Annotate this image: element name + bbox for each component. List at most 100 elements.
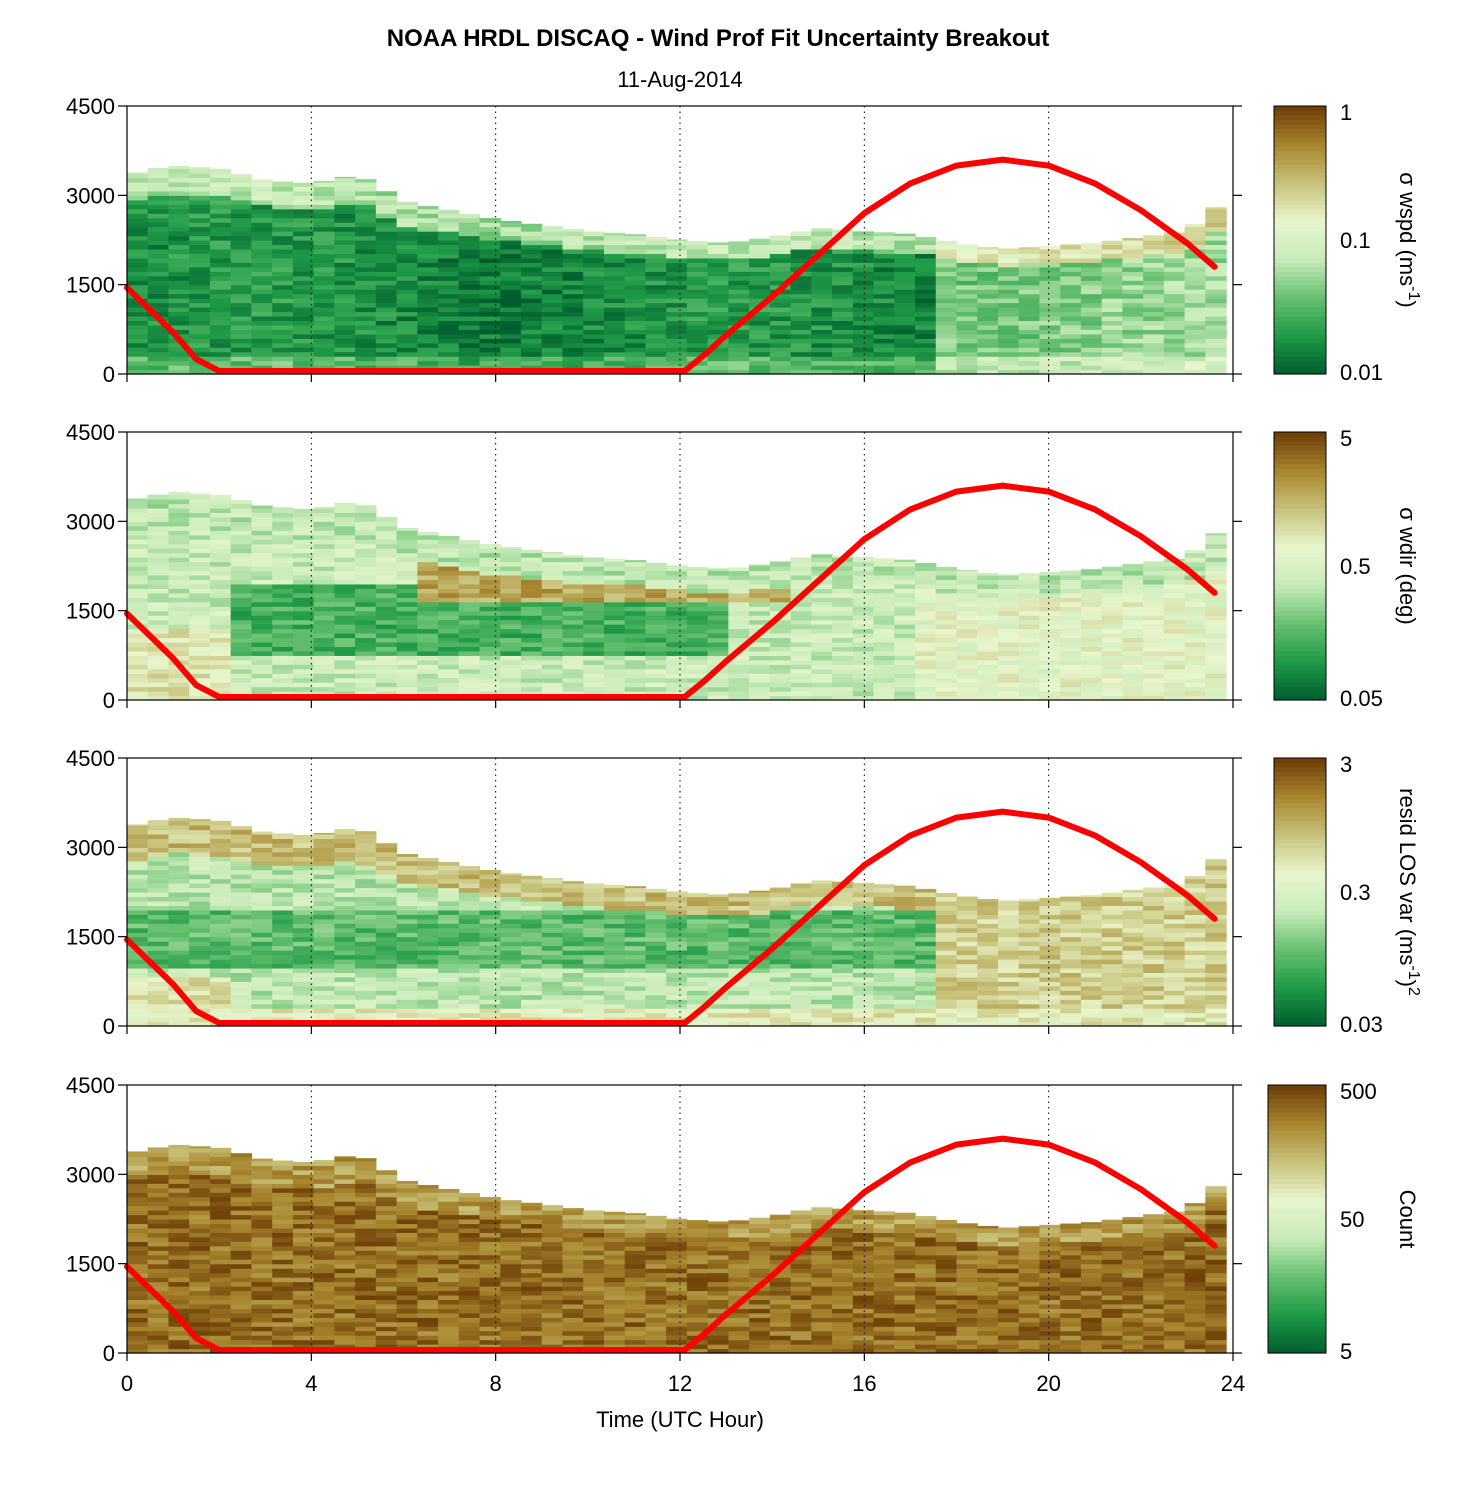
- heatmap-cell: [479, 990, 501, 996]
- heatmap-cell: [147, 686, 170, 692]
- heatmap-cell: [355, 257, 377, 263]
- heatmap-cell: [147, 869, 170, 875]
- heatmap-cell: [417, 691, 439, 697]
- heatmap-cell: [769, 561, 792, 567]
- heatmap-cell: [209, 691, 232, 697]
- heatmap-cell: [1122, 289, 1144, 295]
- heatmap-cell: [583, 945, 605, 951]
- heatmap-cell: [334, 633, 356, 639]
- heatmap-cell: [915, 562, 937, 567]
- heatmap-cell: [624, 333, 647, 339]
- colorbar-segment: [1274, 566, 1326, 572]
- heatmap-cell: [334, 284, 356, 290]
- heatmap-cell: [666, 333, 688, 339]
- heatmap-cell: [1205, 668, 1227, 674]
- heatmap-cell: [147, 168, 170, 174]
- heatmap-cell: [956, 293, 978, 299]
- heatmap-cell: [292, 213, 315, 219]
- heatmap-cell: [1122, 338, 1144, 344]
- heatmap-cell: [915, 664, 937, 670]
- heatmap-cell: [127, 503, 149, 509]
- heatmap-cell: [686, 365, 709, 371]
- heatmap-cell: [915, 606, 937, 612]
- heatmap-cell: [603, 266, 626, 272]
- heatmap-cell: [334, 315, 356, 321]
- heatmap-cell: [396, 204, 418, 210]
- heatmap-cell: [168, 539, 190, 545]
- heatmap-cell: [396, 633, 418, 639]
- heatmap-cell: [500, 873, 522, 875]
- heatmap-cell: [1163, 610, 1186, 616]
- heatmap-cell: [189, 280, 211, 286]
- heatmap-cell: [500, 985, 522, 991]
- heatmap-cell: [1205, 557, 1227, 563]
- heatmap-cell: [1163, 244, 1186, 250]
- colorbar-segment: [1274, 114, 1326, 120]
- heatmap-cell: [396, 240, 418, 246]
- heatmap-cell: [686, 597, 709, 603]
- heatmap-cell: [1143, 307, 1165, 313]
- heatmap-cell: [334, 659, 356, 665]
- heatmap-cell: [832, 655, 854, 661]
- heatmap-cell: [209, 503, 232, 509]
- heatmap-cell: [168, 967, 190, 973]
- heatmap-cell: [168, 650, 190, 656]
- heatmap-cell: [873, 324, 895, 330]
- heatmap-cell: [189, 905, 211, 911]
- heatmap-cell: [230, 619, 253, 625]
- heatmap-cell: [562, 311, 584, 317]
- heatmap-cell: [997, 574, 1020, 576]
- heatmap-cell: [1039, 677, 1061, 683]
- heatmap-cell: [624, 950, 647, 956]
- heatmap-cell: [417, 857, 439, 862]
- heatmap-cell: [127, 557, 149, 563]
- heatmap-cell: [230, 945, 253, 951]
- heatmap-cell: [209, 516, 232, 522]
- heatmap-cell: [1018, 677, 1041, 683]
- heatmap-cell: [603, 619, 626, 625]
- heatmap-cell: [1163, 248, 1186, 254]
- heatmap-cell: [832, 315, 854, 321]
- heatmap-cell: [686, 342, 709, 348]
- heatmap-cell: [852, 686, 875, 692]
- heatmap-cell: [1205, 208, 1227, 214]
- heatmap-cell: [956, 650, 978, 656]
- heatmap-cell: [1143, 583, 1165, 589]
- heatmap-cell: [603, 601, 626, 607]
- heatmap-cell: [521, 557, 543, 563]
- heatmap-cell: [603, 566, 626, 572]
- heatmap-cell: [521, 659, 543, 665]
- heatmap-cell: [127, 686, 149, 692]
- heatmap-cell: [458, 896, 481, 902]
- heatmap-cell: [624, 664, 647, 670]
- colorbar-segment: [1274, 248, 1326, 254]
- heatmap-cell: [521, 1008, 543, 1014]
- heatmap-cell: [541, 936, 564, 942]
- heatmap-cell: [686, 646, 709, 652]
- heatmap-cell: [790, 566, 812, 572]
- heatmap-cell: [479, 266, 501, 272]
- heatmap-cell: [147, 1003, 170, 1009]
- heatmap-cell: [707, 369, 729, 375]
- heatmap-cell: [1080, 293, 1103, 299]
- heatmap-cell: [479, 659, 501, 665]
- heatmap-cell: [272, 941, 294, 947]
- heatmap-cell: [396, 347, 418, 353]
- heatmap-cell: [479, 909, 501, 915]
- heatmap-cell: [458, 691, 481, 697]
- heatmap-cell: [209, 289, 232, 295]
- heatmap-cell: [168, 976, 190, 982]
- heatmap-cell: [127, 173, 149, 179]
- heatmap-cell: [127, 320, 149, 326]
- heatmap-cell: [396, 985, 418, 991]
- heatmap-cell: [292, 315, 315, 321]
- heatmap-cell: [1018, 668, 1041, 674]
- heatmap-cell: [168, 329, 190, 335]
- heatmap-cell: [915, 338, 937, 344]
- heatmap-cell: [313, 579, 335, 585]
- heatmap-cell: [230, 271, 253, 277]
- heatmap-cell: [666, 954, 688, 960]
- heatmap-cell: [230, 293, 253, 299]
- heatmap-cell: [458, 262, 481, 268]
- heatmap-cell: [769, 566, 792, 572]
